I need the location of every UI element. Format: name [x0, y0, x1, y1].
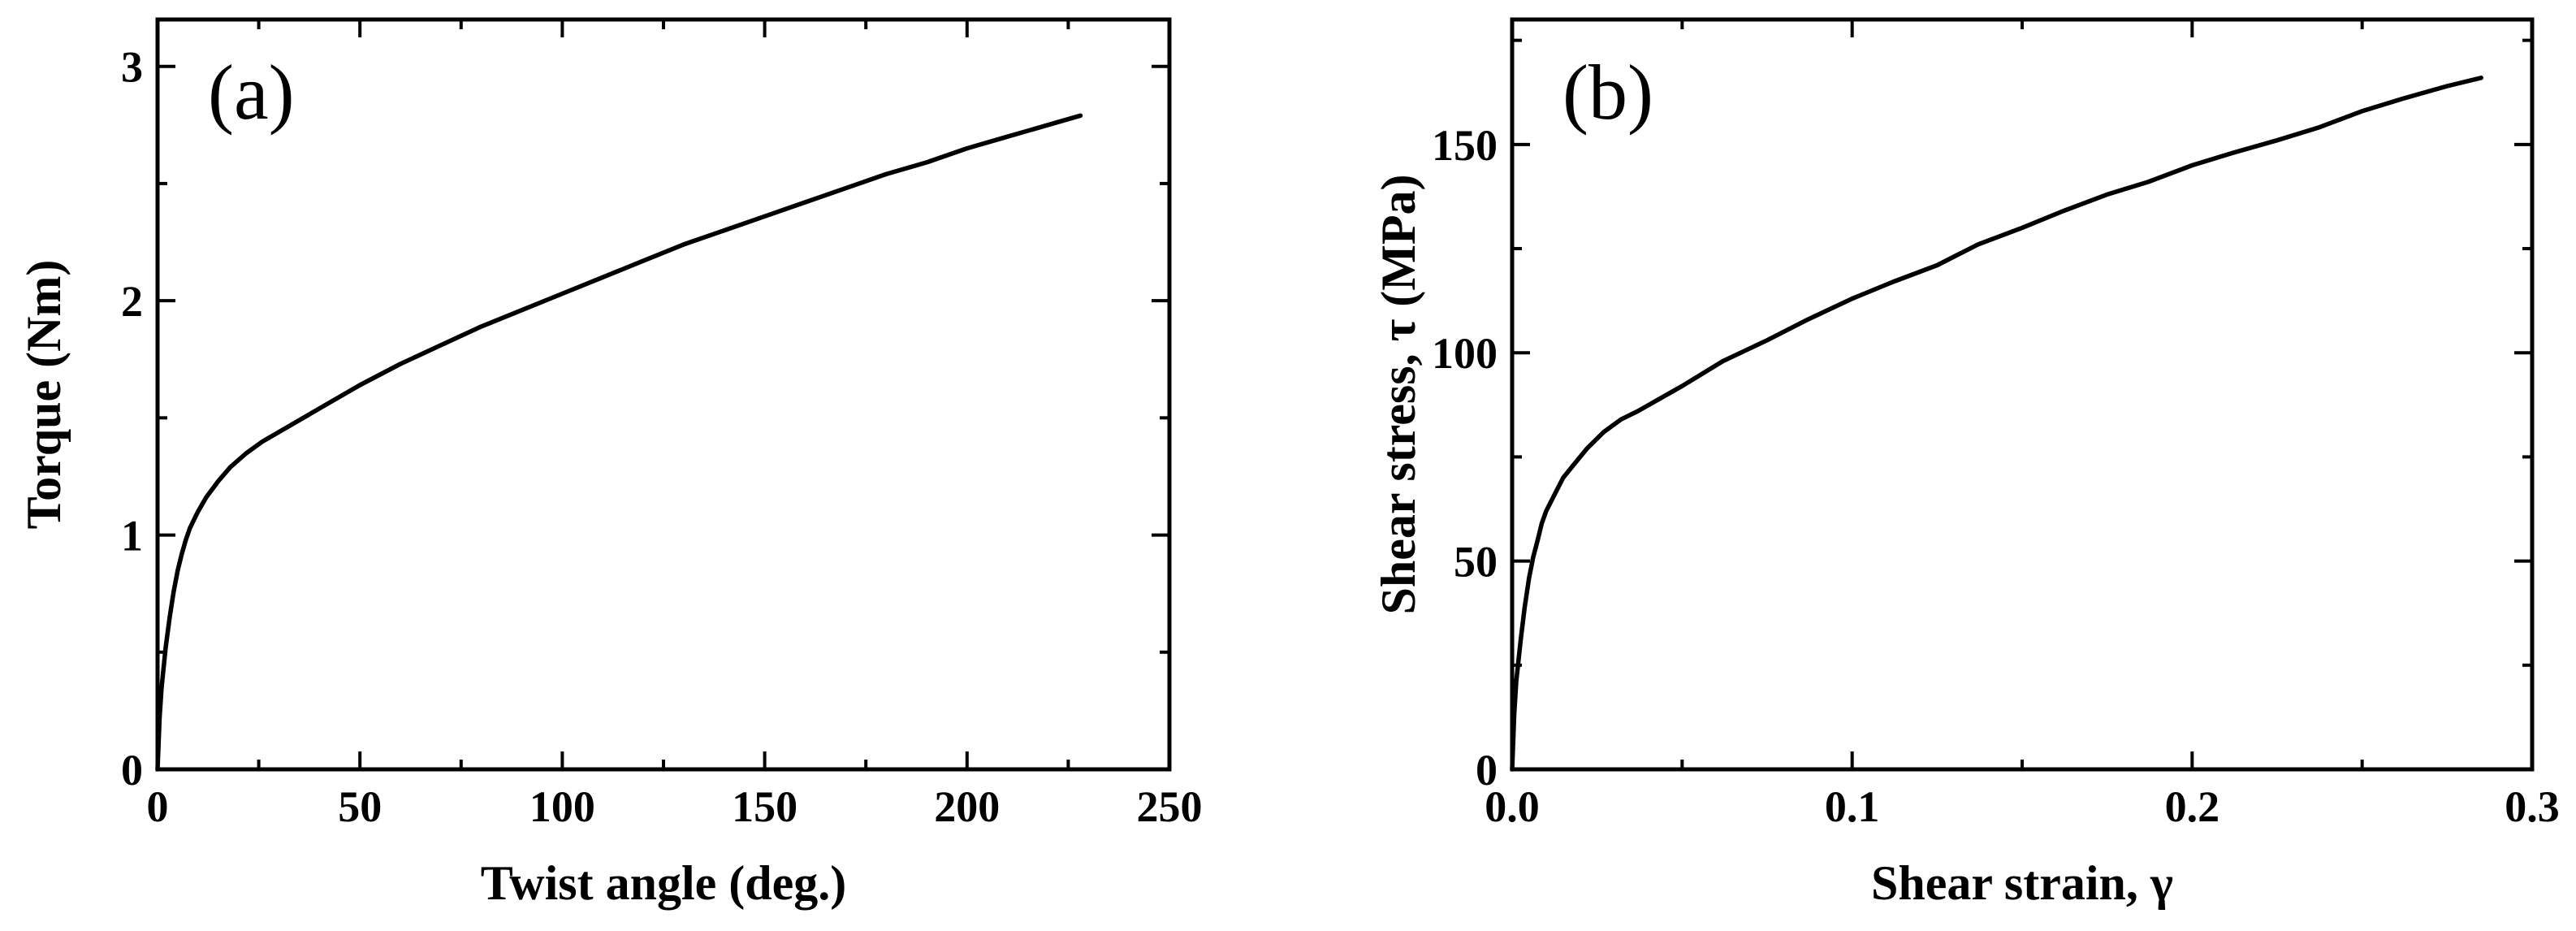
panel-a-y-tick-label: 3 [121, 43, 143, 92]
panel-a-x-tick-label: 250 [1137, 782, 1203, 831]
panel-a-x-tick-label: 100 [529, 782, 595, 831]
panel-b: 0.0 0.1 0.2 0.3 0 50 100 150 Shear strain, γ Shea… [1372, 17, 2560, 910]
panel-a-x-tick-label: 50 [338, 782, 382, 831]
panel-a-x-tick-label: 150 [732, 782, 797, 831]
panel-b-x-tick-label: 0.2 [2165, 782, 2220, 831]
panel-b-x-tick-label: 0.0 [1485, 782, 1540, 831]
panel-b-x-axis-title: Shear strain, γ [1871, 856, 2173, 910]
panel-a-y-tick-label: 2 [121, 277, 143, 326]
panel-a-y-tick-label: 1 [121, 512, 143, 561]
panel-a-data-line-0 [155, 113, 1083, 772]
panel-a-x-axis-title: Twist angle (deg.) [481, 856, 847, 910]
panel-a-y-axis-title: Torque (Nm) [17, 260, 71, 530]
panel-b-y-axis-title: Shear stress, τ (MPa) [1372, 174, 1425, 614]
panel-b-data-line-0 [1510, 76, 2483, 772]
panel-b-x-tick-label: 0.1 [1825, 782, 1880, 831]
panel-a-label: (a) [208, 49, 295, 136]
panel-a-x-tick-label: 200 [934, 782, 1000, 831]
panel-b-y-tick-label: 100 [1432, 329, 1498, 378]
panel-b-label: (b) [1562, 49, 1653, 136]
panel-a-x-tick-label: 0 [147, 782, 169, 831]
panel-b-y-tick-label: 50 [1454, 538, 1498, 587]
panel-a-y-tick-label: 0 [121, 746, 143, 795]
panel-b-y-tick-label: 0 [1476, 746, 1498, 795]
panel-b-y-tick-label: 150 [1432, 121, 1498, 170]
panel-b-x-tick-label: 0.3 [2505, 782, 2560, 831]
panel-a: 0 50 100 150 200 250 0 1 2 3 Twist angle (deg.) Tor… [17, 17, 1203, 910]
